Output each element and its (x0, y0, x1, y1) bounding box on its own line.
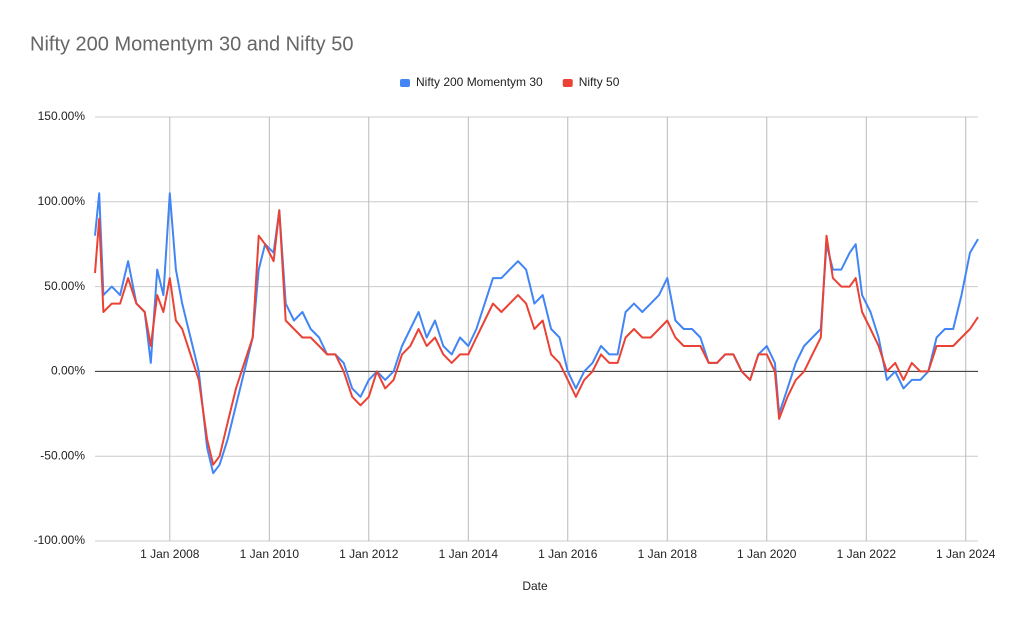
x-tick-label: 1 Jan 2014 (439, 547, 499, 561)
x-tick-label: 1 Jan 2022 (837, 547, 897, 561)
x-tick-label: 1 Jan 2012 (339, 547, 399, 561)
x-tick-label: 1 Jan 2018 (638, 547, 698, 561)
chart-title: Nifty 200 Momentym 30 and Nifty 50 (30, 33, 353, 55)
y-tick-label: 100.00% (38, 194, 86, 208)
series-line (94, 209, 979, 466)
x-tick-label: 1 Jan 2020 (737, 547, 797, 561)
x-tick-label: 1 Jan 2008 (140, 547, 200, 561)
legend-label: Nifty 50 (579, 75, 620, 89)
legend-swatch (400, 79, 410, 87)
legend-swatch (562, 79, 573, 87)
legend-label: Nifty 200 Momentym 30 (416, 75, 543, 89)
x-axis-title: Date (522, 579, 548, 593)
y-tick-label: 150.00% (38, 109, 86, 123)
x-tick-label: 1 Jan 2024 (936, 547, 996, 561)
y-tick-label: 50.00% (44, 279, 85, 293)
x-tick-label: 1 Jan 2010 (240, 547, 300, 561)
y-tick-label: -50.00% (40, 448, 85, 462)
x-tick-label: 1 Jan 2016 (538, 547, 598, 561)
y-tick-label: 0.00% (51, 364, 85, 378)
y-tick-label: -100.00% (34, 533, 86, 547)
